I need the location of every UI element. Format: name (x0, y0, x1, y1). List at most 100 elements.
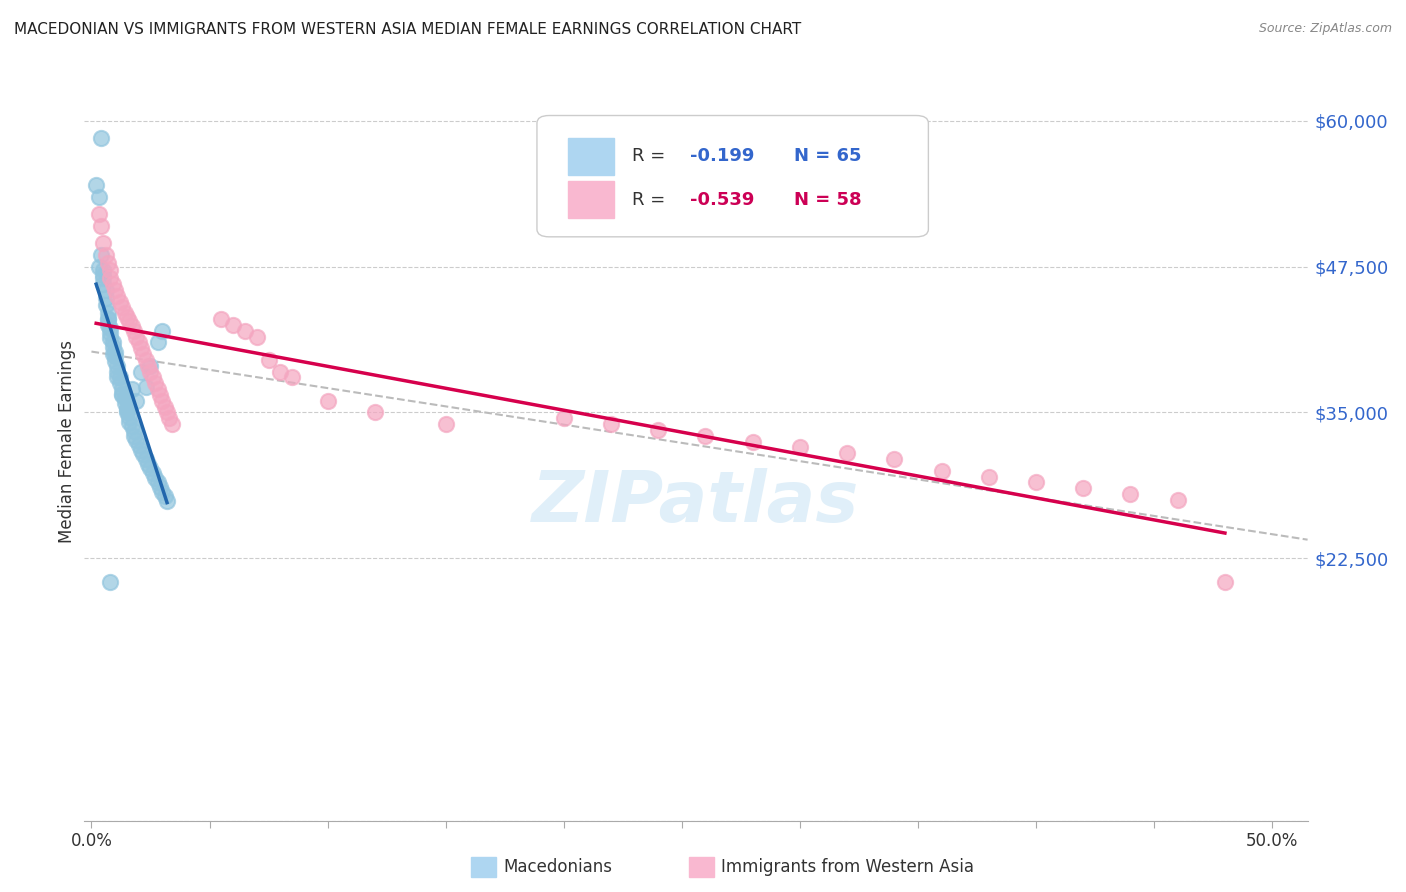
Point (107, 370, 129, 384)
Point (142, 466, 165, 480)
Point (104, 283, 127, 297)
Text: Macedonians: Macedonians (503, 858, 613, 876)
Point (136, 359, 159, 373)
Point (233, 324, 256, 338)
Point (143, 376, 166, 391)
Point (87, 207, 110, 221)
Point (111, 388, 134, 402)
Point (108, 370, 131, 384)
Point (128, 438, 150, 452)
Bar (568, 138, 614, 175)
Point (156, 405, 179, 419)
Point (1213, 574, 1236, 589)
Point (101, 347, 124, 361)
Point (97, 318, 120, 332)
Text: N = 65: N = 65 (794, 147, 862, 165)
Point (91, 277, 114, 291)
Point (129, 365, 152, 379)
Point (111, 301, 134, 315)
Point (98, 326, 121, 340)
Point (257, 352, 280, 367)
Point (122, 428, 145, 442)
Point (90, 219, 112, 233)
Text: Source: ZipAtlas.com: Source: ZipAtlas.com (1258, 22, 1392, 36)
Point (553, 411, 575, 425)
Point (94, 291, 117, 305)
Point (160, 417, 183, 431)
Point (146, 475, 169, 490)
Point (98, 271, 121, 285)
Point (87, 189, 110, 203)
Point (741, 434, 763, 449)
Point (114, 306, 136, 320)
Point (118, 410, 141, 425)
Point (931, 464, 953, 478)
Point (101, 277, 124, 291)
Point (600, 417, 623, 431)
Point (125, 329, 148, 343)
Point (128, 335, 150, 350)
Point (115, 405, 138, 419)
Point (90, 131, 112, 145)
Point (104, 350, 127, 364)
Point (1071, 481, 1094, 495)
Point (114, 396, 136, 410)
Point (1119, 487, 1142, 501)
Point (132, 447, 155, 461)
Point (150, 484, 173, 499)
Point (115, 310, 138, 324)
FancyBboxPatch shape (537, 115, 928, 236)
Point (125, 393, 148, 408)
Text: ZIPatlas: ZIPatlas (533, 467, 859, 537)
Point (121, 319, 143, 334)
Point (97, 312, 120, 326)
Point (139, 365, 162, 379)
Point (434, 417, 457, 431)
Point (222, 318, 245, 332)
Point (246, 329, 269, 343)
Point (150, 324, 173, 338)
Point (122, 424, 145, 438)
Point (94, 248, 117, 262)
Point (97, 306, 120, 320)
Point (157, 411, 180, 425)
Text: -0.199: -0.199 (690, 147, 754, 165)
Point (98, 263, 121, 277)
Point (789, 441, 811, 455)
Point (104, 344, 127, 359)
Point (364, 405, 387, 419)
Point (98, 331, 121, 345)
Point (91, 236, 114, 251)
Point (97, 312, 120, 326)
Point (97, 256, 120, 270)
Point (101, 335, 124, 350)
Point (149, 480, 172, 494)
Point (209, 312, 232, 326)
Point (107, 365, 129, 379)
Point (91, 268, 114, 282)
Point (91, 271, 114, 285)
Point (121, 419, 143, 434)
Y-axis label: Median Female Earnings: Median Female Earnings (58, 340, 76, 543)
Point (94, 283, 117, 297)
Point (111, 386, 134, 401)
Point (135, 452, 157, 467)
Point (121, 382, 143, 396)
Point (84, 178, 107, 192)
Point (835, 446, 858, 460)
Point (98, 574, 121, 589)
Point (129, 442, 152, 457)
Point (107, 289, 129, 303)
Point (114, 392, 136, 406)
Point (149, 388, 172, 402)
Point (115, 403, 138, 417)
Point (101, 340, 124, 354)
Point (136, 457, 159, 471)
Point (269, 365, 291, 379)
Point (90, 248, 112, 262)
Point (139, 461, 162, 475)
Point (150, 393, 173, 408)
Point (647, 423, 669, 437)
Point (108, 376, 131, 391)
Text: N = 58: N = 58 (794, 191, 862, 209)
